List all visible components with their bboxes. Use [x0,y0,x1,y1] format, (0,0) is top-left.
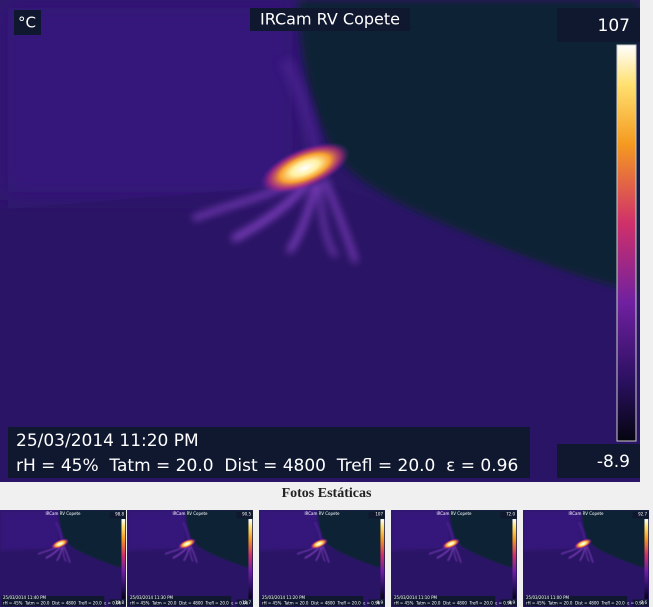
title-box [250,8,410,31]
scale-min: -7.6 [639,600,647,605]
thermal-scene [259,510,385,607]
thermal-scene [0,0,640,482]
camera-title: IRCam RV Copete [260,10,400,29]
section-title: Fotos Estáticas [281,486,372,501]
thumbnail-image [127,510,253,607]
camera-title: IRCam RV Copete [304,511,340,516]
thumbnail-image [391,510,517,607]
scale-max: 107 [598,16,630,36]
max-box [236,511,253,519]
timestamp: 25/03/2014 11:10 PM [394,595,438,600]
min-box [500,599,517,607]
parameters: rH = 45% Tatm = 20.0 Dist = 4800 Trefl =… [130,601,249,606]
max-box [109,511,126,519]
info-box [260,595,364,607]
thermal-image: °C IRCam RV Copete 107 -8.9 25/03/2014 1… [0,0,640,482]
parameters: rH = 45% Tatm = 20.0 Dist = 4800 Trefl =… [16,456,518,476]
scale-min: -8.9 [507,600,515,605]
info-box [524,595,628,607]
parameters: rH = 45% Tatm = 20.0 Dist = 4800 Trefl =… [394,601,513,606]
thumbnail-image [0,510,126,607]
color-bar [512,519,517,599]
parameters: rH = 45% Tatm = 20.0 Dist = 4800 Trefl =… [3,601,122,606]
scale-min: -8.9 [597,452,630,472]
unit: °C [18,14,36,32]
info-box [8,427,530,478]
color-bar [248,519,253,599]
parameters: rH = 45% Tatm = 20.0 Dist = 4800 Trefl =… [526,601,645,606]
max-box [368,511,385,519]
camera-title: IRCam RV Copete [436,511,472,516]
timestamp: 25/03/2014 11:00 PM [526,595,570,600]
scale-min: -10.8 [114,600,125,605]
parameters: rH = 45% Tatm = 20.0 Dist = 4800 Trefl =… [262,601,381,606]
min-box [557,444,640,478]
timestamp: 25/03/2014 11:40 PM [3,595,47,600]
info-box [1,595,105,607]
min-box [632,599,649,607]
color-bar [121,519,126,599]
thumbnail[interactable]: IRCam RV Copete 98.8 -10.8 25/03/2014 11:40… [0,510,126,607]
timestamp: 25/03/2014 11:20 PM [262,595,306,600]
scale-max: 72.0 [506,512,515,517]
thumbnail-image [259,510,385,607]
max-box [557,8,640,42]
thermal-scene [523,510,649,607]
thumbnail-image [523,510,649,607]
thermal-scene [0,510,126,607]
max-box [632,511,649,519]
min-box [236,599,253,607]
camera-title: IRCam RV Copete [568,511,604,516]
scale-min: -8.9 [375,600,383,605]
color-bar [616,44,637,442]
camera-title: IRCam RV Copete [172,511,208,516]
min-box [109,599,126,607]
timestamp: 25/03/2014 11:30 PM [130,595,174,600]
scale-max: 98.8 [115,512,124,517]
color-bar [380,519,385,599]
scale-min: -11.7 [241,600,252,605]
thermal-scene [127,510,253,607]
thumbnail[interactable]: IRCam RV Copete 72.0 -8.9 25/03/2014 11:10 … [391,510,517,607]
camera-title: IRCam RV Copete [45,511,81,516]
unit-box [14,10,41,35]
scale-max: 90.5 [242,512,251,517]
thumbnail[interactable]: IRCam RV Copete 107 -8.9 25/03/2014 11:20 P… [259,510,385,607]
thumbnail[interactable]: IRCam RV Copete 92.7 -7.6 25/03/2014 11:00 … [523,510,649,607]
color-bar [644,519,649,599]
max-box [500,511,517,519]
info-box [392,595,496,607]
scale-max: 107 [375,512,383,517]
thermal-scene [391,510,517,607]
timestamp: 25/03/2014 11:20 PM [16,431,199,451]
thumbnail[interactable]: IRCam RV Copete 90.5 -11.7 25/03/2014 11:30… [127,510,253,607]
min-box [368,599,385,607]
info-box [128,595,232,607]
scale-max: 92.7 [638,512,647,517]
